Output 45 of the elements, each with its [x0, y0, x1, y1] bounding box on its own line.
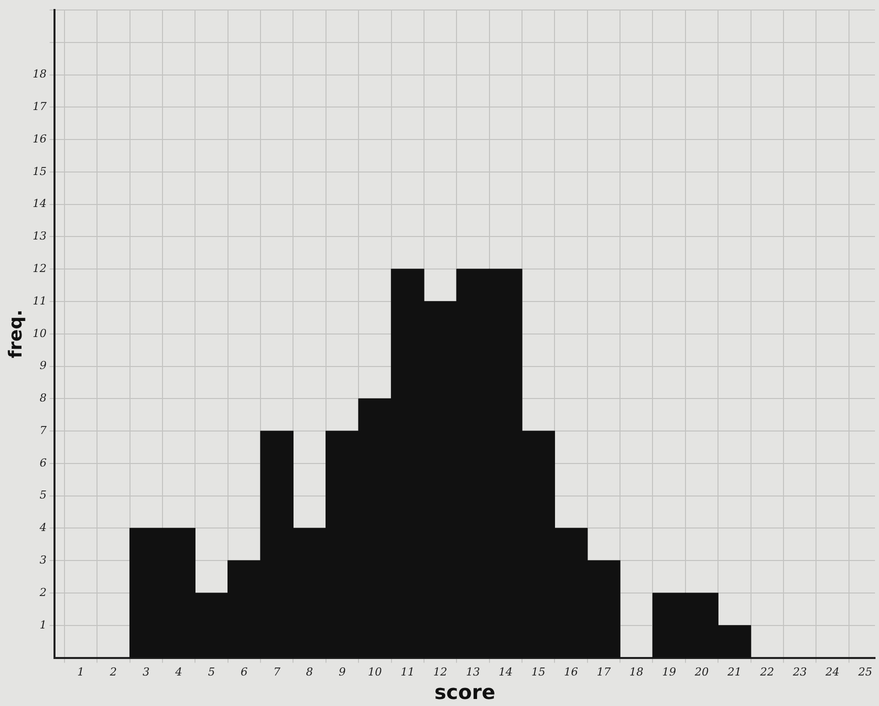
- y-tick-label: 13: [32, 230, 47, 243]
- y-tick-label: 3: [40, 553, 47, 566]
- y-tick-label: 7: [40, 424, 47, 437]
- x-tick-label: 4: [174, 665, 182, 678]
- y-tick-label: 5: [40, 488, 47, 502]
- y-tick-label: 2: [38, 586, 47, 599]
- x-tick-label: 22: [759, 665, 774, 678]
- x-tick-label: 5: [208, 665, 215, 678]
- y-tick-label: 8: [40, 392, 47, 405]
- y-tick-label: 6: [40, 456, 47, 470]
- x-tick-label: 7: [273, 665, 280, 678]
- x-tick-label: 13: [466, 665, 480, 678]
- y-tick-label: 18: [32, 68, 47, 81]
- y-tick-label: 11: [32, 294, 47, 308]
- x-tick-label: 17: [596, 665, 611, 678]
- y-tick-label: 16: [32, 132, 47, 146]
- x-tick-label: 19: [662, 665, 676, 678]
- x-tick-label: 20: [694, 665, 709, 678]
- y-tick-label: 10: [32, 326, 47, 340]
- x-tick-label: 6: [240, 665, 248, 678]
- x-tick-label: 9: [338, 665, 346, 678]
- y-axis-title: freq.: [5, 310, 26, 358]
- y-tick-label: 14: [32, 197, 47, 210]
- x-tick-label: 15: [531, 665, 546, 678]
- y-tick-label: 1: [40, 618, 47, 632]
- x-axis-title: score: [434, 680, 496, 704]
- x-tick-label: 8: [306, 665, 314, 678]
- x-tick-label: 18: [629, 665, 644, 678]
- x-tick-label: 24: [824, 665, 840, 678]
- x-tick-label: 21: [726, 665, 742, 678]
- x-tick-label: 11: [400, 665, 415, 678]
- x-tick-label: 2: [108, 665, 117, 678]
- y-tick-label: 17: [32, 100, 47, 114]
- x-tick-label: 23: [792, 665, 807, 678]
- y-tick-label: 12: [32, 262, 47, 275]
- y-tick-label: 9: [40, 359, 47, 372]
- x-tick-label: 25: [857, 665, 872, 678]
- x-tick-label: 3: [142, 665, 150, 678]
- x-tick-label: 16: [564, 665, 578, 678]
- y-tick-label: 15: [32, 164, 47, 178]
- x-tick-label: 1: [77, 665, 84, 678]
- y-tick-label: 4: [38, 521, 47, 534]
- x-tick-label: 10: [368, 665, 382, 678]
- x-tick-label: 14: [498, 665, 513, 678]
- x-tick-label: 12: [433, 665, 448, 678]
